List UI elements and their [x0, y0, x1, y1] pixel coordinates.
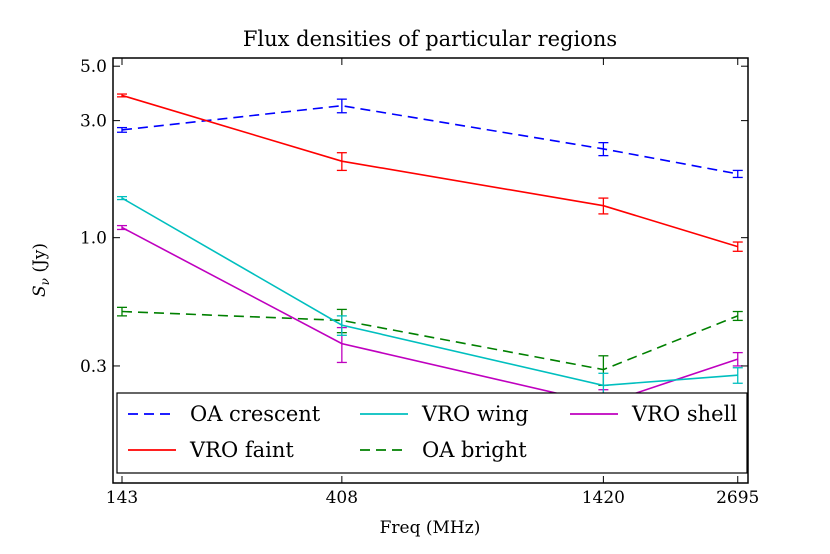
plot-area — [116, 93, 743, 422]
x-tick-label: 1420 — [582, 488, 625, 508]
x-tick-label: 143 — [106, 488, 138, 508]
y-axis-label-unit: (Jy) — [30, 243, 50, 278]
error-bar-oa-crescent-1420 — [598, 141, 609, 157]
legend-item-oa-bright: OA bright — [360, 438, 527, 462]
legend-label: VRO wing — [421, 402, 529, 426]
x-tick-label: 2695 — [716, 488, 759, 508]
y-tick-label: 0.3 — [80, 357, 107, 377]
legend-label: VRO shell — [631, 402, 737, 426]
y-tick-label: 3.0 — [80, 112, 107, 132]
legend-box — [116, 392, 748, 474]
legend-item-vro-wing: VRO wing — [360, 402, 529, 426]
legend-label: OA bright — [422, 438, 527, 462]
plot-frame — [112, 57, 749, 484]
series-line-oa-bright — [121, 310, 738, 371]
series-line-vro-wing — [121, 197, 738, 387]
error-bar-vro-shell-143 — [116, 224, 127, 231]
error-bar-vro-faint-143 — [116, 93, 127, 98]
x-tick-label: 408 — [326, 488, 358, 508]
error-bar-oa-bright-2695 — [732, 310, 743, 322]
error-bar-oa-bright-143 — [116, 306, 127, 317]
y-axis-label: Sν (Jy) — [30, 243, 52, 297]
error-bar-vro-faint-2695 — [732, 241, 743, 252]
legend-item-vro-shell: VRO shell — [570, 402, 737, 426]
series-line-vro-faint — [121, 94, 738, 248]
error-bar-oa-crescent-408 — [336, 98, 347, 114]
error-bar-oa-crescent-143 — [116, 126, 127, 133]
legend-item-oa-crescent: OA crescent — [128, 402, 321, 426]
y-axis-label-subscript: ν — [38, 278, 52, 285]
error-bar-vro-faint-1420 — [598, 197, 609, 215]
series-line-oa-crescent — [121, 104, 738, 175]
legend-label: OA crescent — [190, 402, 321, 426]
error-bar-vro-faint-408 — [336, 152, 347, 172]
error-bar-oa-crescent-2695 — [732, 169, 743, 179]
y-tick-label: 1.0 — [80, 229, 107, 249]
legend-item-vro-faint: VRO faint — [128, 438, 294, 462]
x-axis-label: Freq (MHz) — [380, 518, 481, 538]
legend-label: VRO faint — [189, 438, 294, 462]
error-bar-vro-wing-143 — [116, 195, 127, 201]
error-bar-vro-wing-408 — [336, 315, 347, 336]
y-tick-label: 5.0 — [80, 57, 107, 77]
error-bar-vro-wing-2695 — [732, 367, 743, 384]
error-bar-vro-shell-2695 — [732, 351, 743, 367]
legend: OA crescent OA bright VRO faint VRO shell VR… — [116, 392, 748, 474]
series-line-vro-shell — [121, 226, 738, 405]
axis-ticks: 143 408 1420 2695 5.0 3.0 1.0 0.3 — [80, 57, 759, 508]
chart-title: Flux densities of particular regions — [243, 27, 617, 51]
y-axis-label-symbol: S — [30, 285, 50, 297]
